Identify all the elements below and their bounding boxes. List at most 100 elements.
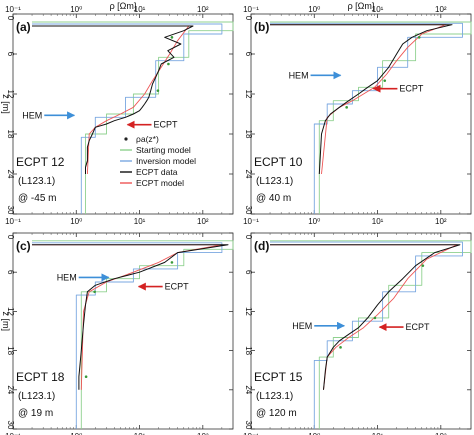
x-tick-label-bottom: 10⁻¹ — [5, 217, 21, 226]
hem-label: HEM — [57, 272, 77, 282]
y-tick-label: 30 — [6, 421, 15, 430]
y-tick-label: 12 — [244, 90, 253, 99]
y-tick-label: 12 — [244, 307, 253, 316]
legend-label: Inversion model — [136, 156, 196, 166]
y-tick-label: 18 — [244, 130, 253, 139]
x-tick-label: 10⁰ — [70, 5, 82, 14]
ecpt-label: ECPT — [406, 322, 431, 332]
y-tick-label: 12 — [6, 307, 15, 316]
x-tick-label: 10¹ — [134, 5, 146, 14]
y-tick-label: 18 — [244, 346, 253, 355]
ecpt-label: ECPT — [154, 120, 179, 130]
x-tick-label: 10² — [197, 5, 209, 14]
x-tick-label: 10¹ — [372, 5, 384, 14]
y-tick-label: 6 — [6, 52, 15, 57]
rho-a-point — [383, 79, 387, 82]
starting-model-line — [270, 21, 472, 214]
y-tick-label: 30 — [244, 206, 253, 215]
rho-a-point — [417, 36, 421, 39]
top-axis-title-left: ρ [Ωm] — [110, 1, 137, 11]
y-tick-label: 0 — [6, 16, 15, 21]
well-name: ECPT 18 — [16, 370, 65, 384]
y-tick-label: 18 — [6, 346, 15, 355]
rho-a-point — [339, 346, 342, 349]
well-name: ECPT 15 — [254, 370, 303, 384]
panel-label: (d) — [254, 239, 269, 253]
y-tick-label: 30 — [244, 421, 253, 430]
ecpt-data-line — [32, 244, 229, 390]
panel-label: (b) — [254, 20, 269, 34]
x-tick-label-bottom: 10⁻¹ — [5, 432, 21, 435]
ecpt-data-line — [270, 24, 453, 175]
x-tick-label-bottom: 10² — [435, 217, 447, 226]
x-tick-label-bottom: 10¹ — [372, 432, 384, 435]
rho-a-point — [156, 89, 160, 92]
y-tick-label: 0 — [244, 16, 253, 21]
x-tick-label-bottom: 10⁰ — [70, 432, 82, 435]
y-tick-label: 0 — [244, 235, 253, 240]
x-tick-label-bottom: 10⁻¹ — [243, 217, 259, 226]
y-tick-label: 24 — [244, 385, 253, 394]
ecpt-data-line — [32, 25, 194, 174]
panel-label: (a) — [16, 20, 31, 34]
y-tick-label: 6 — [6, 270, 15, 275]
starting-model-line — [270, 240, 472, 429]
y-tick-label: 0 — [6, 235, 15, 240]
legend-label: ECPT model — [136, 178, 184, 188]
well-name: ECPT 10 — [254, 155, 303, 169]
inversion-model-line — [32, 242, 223, 429]
y-tick-label: 6 — [244, 52, 253, 57]
line-id: (L123.1) — [18, 391, 55, 402]
starting-model-line — [32, 21, 234, 214]
rho-a-point — [84, 375, 88, 379]
legend-box — [114, 134, 226, 196]
y-tick-label: 6 — [244, 270, 253, 275]
hem-label: HEM — [292, 321, 312, 331]
starting-model-line — [32, 240, 234, 429]
rho-a-point — [373, 316, 377, 320]
offset-label: @ -45 m — [18, 193, 57, 204]
line-id: (L123.1) — [256, 391, 293, 402]
hem-label: HEM — [22, 110, 42, 120]
rho-a-point — [167, 62, 170, 66]
legend-label: ρa(z*) — [136, 134, 159, 144]
x-tick-label-bottom: 10² — [435, 432, 447, 435]
x-tick-label: 10⁻¹ — [5, 5, 21, 14]
panel-frame — [12, 232, 234, 430]
x-tick-label: 10² — [435, 5, 447, 14]
rho-a-point — [421, 264, 425, 267]
x-tick-label-bottom: 10² — [197, 432, 209, 435]
x-tick-label-bottom: 10¹ — [134, 217, 146, 226]
rho-a-point — [170, 36, 174, 39]
y-tick-label: 24 — [6, 170, 15, 179]
y-tick-label: 12 — [6, 90, 15, 99]
hem-label: HEM — [289, 70, 309, 80]
legend-label: Starting model — [136, 145, 191, 155]
ecpt-label: ECPT — [165, 282, 190, 292]
rho-a-point — [93, 290, 96, 294]
ecpt-model-line — [270, 244, 458, 390]
rho-a-point — [170, 261, 174, 264]
x-tick-label-bottom: 10⁰ — [308, 217, 320, 226]
x-tick-label: 10⁻¹ — [243, 5, 259, 14]
line-id: (L123.1) — [256, 176, 293, 187]
x-tick-label-bottom: 10² — [197, 217, 209, 226]
x-tick-label-bottom: 10⁻¹ — [243, 432, 259, 435]
panel-frame — [250, 13, 472, 215]
x-tick-label-bottom: 10⁰ — [308, 432, 320, 435]
top-axis-title-right: ρ [Ωm] — [348, 1, 375, 11]
y-tick-label: 30 — [6, 206, 15, 215]
legend-swatch-point — [124, 137, 128, 141]
rho-a-point — [345, 106, 348, 109]
x-tick-label-bottom: 10¹ — [372, 217, 384, 226]
y-axis-title: z [m] — [1, 94, 11, 114]
y-tick-label: 24 — [244, 170, 253, 179]
y-tick-label: 24 — [6, 385, 15, 394]
panel-frame — [250, 232, 472, 430]
ecpt-label: ECPT — [399, 84, 424, 94]
x-tick-label: 10⁰ — [308, 5, 320, 14]
y-tick-label: 18 — [6, 130, 15, 139]
legend-label: ECPT data — [136, 167, 178, 177]
